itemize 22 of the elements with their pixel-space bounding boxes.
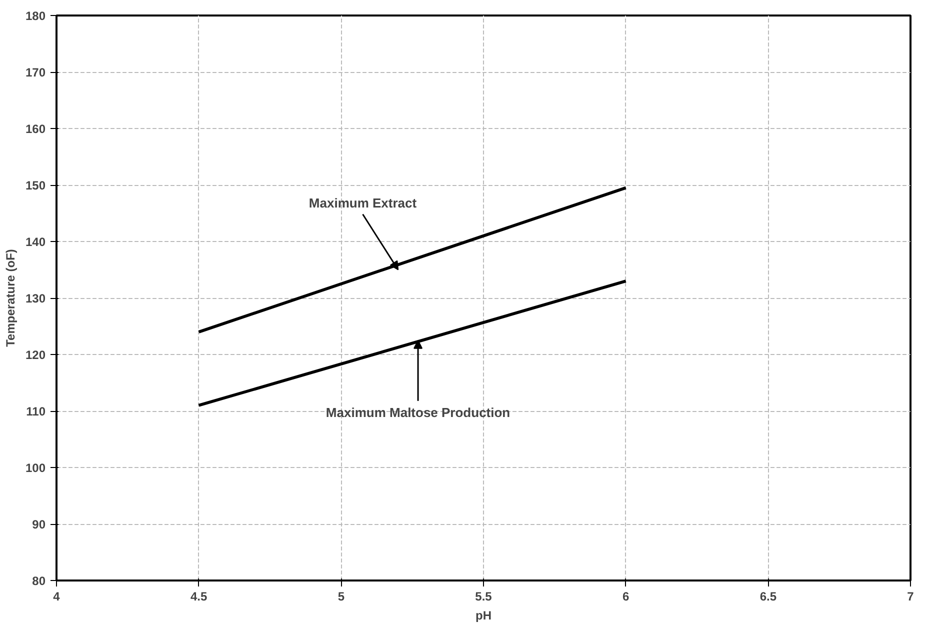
x-tick-label: 4 — [53, 590, 60, 604]
x-tick-label: 6 — [622, 590, 630, 604]
annotation: Maximum Maltose Production — [326, 404, 510, 420]
x-tick-label: 7 — [907, 590, 914, 604]
y-tick-label: 130 — [25, 292, 46, 306]
y-tick-label: 90 — [32, 518, 46, 532]
y-tick-label: 150 — [25, 178, 46, 192]
y-tick-label: 80 — [32, 574, 46, 588]
x-tick-label: 6.5 — [760, 590, 777, 604]
y-tick-label: 160 — [25, 122, 46, 136]
annotation: Maximum Extract — [308, 195, 418, 210]
y-tick-label: 100 — [25, 461, 46, 475]
y-axis-title: Temperature (oF) — [3, 249, 18, 347]
x-axis-title: pH — [476, 608, 492, 622]
y-tick-label: 180 — [25, 9, 46, 23]
x-tick-label: 4.5 — [190, 590, 208, 604]
x-tick-label: 5 — [338, 590, 345, 604]
x-tick-label: 5.5 — [475, 590, 492, 604]
y-tick-label: 140 — [25, 235, 46, 249]
y-tick-label: 110 — [26, 404, 46, 418]
y-tick-label: 170 — [25, 66, 46, 80]
y-tick-label: 120 — [25, 348, 46, 362]
